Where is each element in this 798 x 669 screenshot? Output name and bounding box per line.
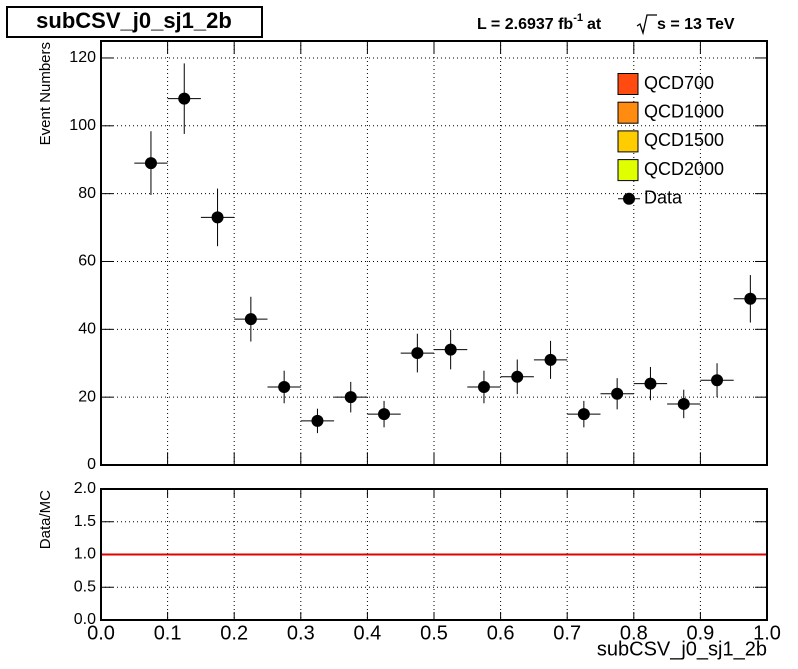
data-point: [311, 414, 324, 427]
lumi-text-2: s = 13 TeV: [657, 16, 735, 33]
data-point: [444, 343, 457, 356]
y-tick-label: 100: [69, 117, 96, 134]
x-tick-label: 0.5: [420, 622, 448, 644]
y-axis-label: Data/MC: [37, 490, 54, 549]
title-box: [6, 6, 263, 38]
legend-swatch: [617, 159, 639, 182]
data-point: [244, 313, 257, 326]
data-point: [544, 353, 557, 366]
x-tick-label: 0.2: [220, 622, 248, 644]
data-point: [611, 387, 624, 400]
data-point: [711, 374, 724, 387]
x-tick-label: 0.6: [487, 622, 515, 644]
y-tick-label: 0: [87, 456, 96, 473]
data-point: [178, 92, 191, 105]
data-point: [577, 408, 590, 421]
data-point: [144, 157, 157, 170]
x-tick-label: 0.8: [620, 622, 648, 644]
lumi-text: L = 2.6937 fb-1 at: [477, 12, 602, 33]
y-tick-label: 0.5: [74, 578, 96, 595]
y-tick-label: 2.0: [74, 480, 96, 497]
data-point: [744, 292, 757, 305]
y-tick-label: 60: [78, 253, 96, 270]
legend-label: QCD2000: [644, 159, 724, 179]
data-point: [511, 370, 524, 383]
chart-title: subCSV_j0_sj1_2b: [36, 8, 232, 33]
x-tick-label: 0.3: [287, 622, 315, 644]
x-tick-label: 0.0: [87, 622, 115, 644]
legend-swatch: [617, 130, 639, 153]
legend-swatch: [617, 101, 639, 124]
y-axis-label: Event Numbers: [37, 42, 54, 145]
y-tick-label: 40: [78, 321, 96, 338]
lumi-part: -1: [573, 12, 583, 24]
x-tick-label: 0.7: [553, 622, 581, 644]
y-tick-label: 80: [78, 185, 96, 202]
lumi-part: L = 2.6937 fb: [477, 16, 573, 33]
data-point: [278, 380, 291, 393]
y-tick-label: 20: [78, 388, 96, 405]
y-tick-label: 0.0: [74, 611, 96, 628]
x-tick-label: 0.4: [353, 622, 381, 644]
y-tick-label: 1.5: [74, 513, 96, 530]
legend-label: QCD1500: [644, 130, 724, 150]
plot-frame: [100, 40, 768, 466]
lumi-part: at: [587, 16, 602, 33]
y-tick-label: 1.0: [74, 546, 96, 563]
data-point: [677, 397, 690, 410]
x-tick-label: 0.1: [154, 622, 182, 644]
x-axis-label: subCSV_j0_sj1_2b: [597, 638, 767, 660]
data-point: [211, 211, 224, 224]
data-point: [644, 377, 657, 390]
data-point: [477, 380, 490, 393]
x-tick-label: 1.0: [753, 622, 781, 644]
legend-label: QCD700: [644, 73, 714, 93]
plot-frame: [100, 488, 768, 621]
legend-swatch: [617, 73, 639, 95]
legend-label: QCD1000: [644, 101, 724, 121]
legend-marker: [623, 192, 635, 205]
data-point: [411, 347, 424, 360]
y-tick-label: 120: [69, 49, 96, 66]
legend-label: Data: [644, 188, 683, 208]
data-point: [378, 408, 391, 421]
data-point: [344, 391, 357, 404]
x-tick-label: 0.9: [686, 622, 714, 644]
sqrt-sign: [636, 14, 657, 36]
